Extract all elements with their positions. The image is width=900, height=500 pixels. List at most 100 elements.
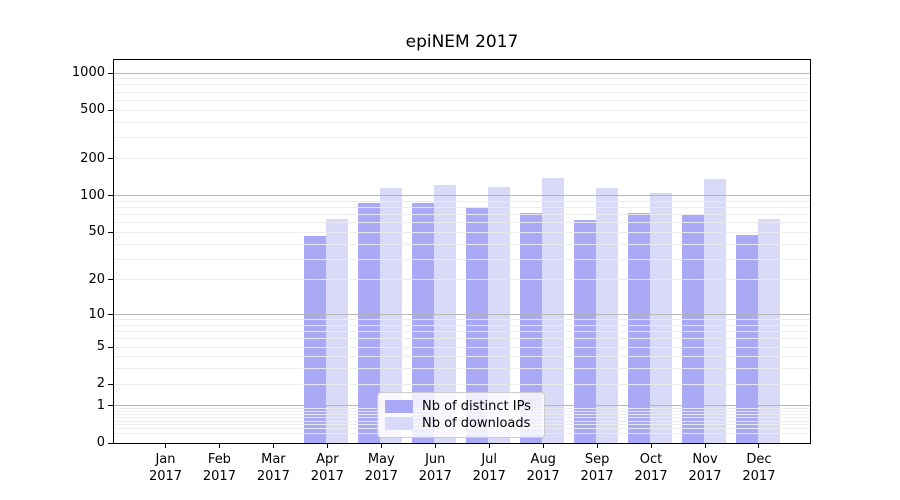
- legend-item-downloads: Nb of downloads: [385, 416, 537, 431]
- minor-gridline: [114, 243, 810, 245]
- x-tick-mark: [326, 444, 328, 448]
- bar-downloads-may: [380, 187, 403, 443]
- bar-downloads-nov: [704, 178, 726, 443]
- minor-gridline: [114, 214, 810, 216]
- x-tick-year: 2017: [202, 469, 236, 484]
- y-tick-mark: [108, 279, 113, 281]
- x-tick-mark: [758, 444, 760, 448]
- x-tick-mark: [165, 444, 166, 448]
- x-tick-month: Dec: [746, 452, 772, 467]
- x-tick-mark: [434, 444, 436, 448]
- minor-gridline: [114, 78, 810, 80]
- x-tick-label-oct: Oct 2017: [621, 451, 681, 485]
- minor-gridline: [114, 356, 810, 358]
- y-tick-mark: [108, 158, 113, 160]
- minor-gridline: [114, 338, 810, 340]
- y-tick-label: 100: [80, 187, 105, 203]
- x-tick-mark: [218, 444, 220, 448]
- bar-downloads-sep: [596, 188, 619, 443]
- minor-gridline: [114, 91, 810, 93]
- x-tick-year: 2017: [472, 469, 506, 484]
- minor-gridline: [114, 121, 810, 123]
- y-tick-mark: [108, 383, 113, 385]
- major-gridline: [114, 195, 810, 197]
- minor-gridline: [114, 231, 810, 233]
- legend-item-distinct-ips: Nb of distinct IPs: [385, 399, 537, 414]
- y-tick-mark: [108, 231, 113, 233]
- x-tick-year: 2017: [418, 469, 452, 484]
- x-tick-label-sep: Sep 2017: [567, 451, 627, 485]
- x-tick-mark: [380, 444, 382, 448]
- x-tick-label-apr: Apr 2017: [297, 451, 357, 485]
- y-tick-label: 1000: [71, 65, 105, 81]
- minor-gridline: [114, 158, 810, 160]
- x-tick-month: Nov: [692, 452, 718, 467]
- minor-gridline: [114, 346, 810, 348]
- bar-distinct-ips-oct: [628, 213, 651, 443]
- x-tick-label-may: May 2017: [351, 451, 411, 485]
- y-tick-label: 500: [80, 102, 105, 118]
- x-tick-year: 2017: [580, 469, 614, 484]
- x-tick-label-jan: Jan 2017: [136, 451, 196, 485]
- minor-gridline: [114, 331, 810, 333]
- x-tick-mark: [542, 444, 544, 448]
- x-tick-month: Jan: [155, 452, 176, 467]
- minor-gridline: [114, 279, 810, 281]
- minor-gridline: [114, 319, 810, 321]
- legend-swatch-downloads: [385, 417, 413, 431]
- x-tick-year: 2017: [364, 469, 398, 484]
- y-tick-mark: [108, 442, 113, 444]
- x-tick-month: Oct: [639, 452, 663, 467]
- minor-gridline: [114, 368, 810, 370]
- legend-swatch-distinct-ips: [385, 399, 413, 413]
- legend-label-distinct-ips: Nb of distinct IPs: [422, 398, 531, 414]
- x-tick-month: Jun: [425, 452, 446, 467]
- minor-gridline: [114, 222, 810, 224]
- x-tick-year: 2017: [742, 469, 776, 484]
- minor-gridline: [114, 258, 810, 260]
- minor-gridline: [114, 200, 810, 202]
- x-tick-year: 2017: [148, 469, 183, 484]
- x-tick-label-jul: Jul 2017: [459, 451, 519, 485]
- x-tick-year: 2017: [526, 469, 560, 484]
- x-tick-year: 2017: [310, 469, 344, 484]
- x-tick-month: Mar: [261, 452, 286, 467]
- y-tick-label: 5: [96, 339, 105, 355]
- minor-gridline: [114, 136, 810, 138]
- x-tick-mark: [488, 444, 490, 448]
- plot-area: [113, 59, 811, 444]
- bar-downloads-aug: [542, 177, 565, 443]
- major-gridline: [114, 314, 810, 316]
- y-tick-label: 10: [88, 306, 105, 322]
- x-tick-label-aug: Aug 2017: [513, 451, 573, 485]
- minor-gridline: [114, 383, 810, 385]
- y-tick-label: 2: [96, 376, 105, 392]
- x-tick-month: Aug: [530, 452, 556, 467]
- major-gridline: [114, 72, 810, 74]
- x-tick-label-jun: Jun 2017: [405, 451, 465, 485]
- x-tick-label-nov: Nov 2017: [675, 451, 735, 485]
- y-tick-label: 50: [88, 224, 105, 240]
- minor-gridline: [114, 99, 810, 101]
- bar-distinct-ips-may: [358, 202, 381, 443]
- y-tick-label: 200: [80, 150, 105, 166]
- minor-gridline: [114, 207, 810, 209]
- bar-downloads-dec: [757, 218, 780, 443]
- minor-gridline: [114, 324, 810, 326]
- y-tick-mark: [108, 195, 113, 197]
- x-tick-mark: [704, 444, 706, 448]
- x-tick-month: Apr: [316, 452, 339, 467]
- y-tick-label: 1: [96, 397, 105, 413]
- x-tick-mark: [650, 444, 652, 448]
- bar-distinct-ips-nov: [682, 214, 704, 443]
- x-tick-label-mar: Mar 2017: [243, 451, 303, 485]
- y-tick-mark: [108, 405, 113, 407]
- legend-label-downloads: Nb of downloads: [422, 416, 531, 432]
- bar-downloads-oct: [650, 192, 673, 443]
- bar-distinct-ips-jun: [412, 202, 435, 443]
- y-tick-mark: [108, 72, 113, 74]
- x-tick-label-dec: Dec 2017: [729, 451, 789, 485]
- x-tick-mark: [272, 444, 274, 448]
- x-tick-year: 2017: [256, 469, 290, 484]
